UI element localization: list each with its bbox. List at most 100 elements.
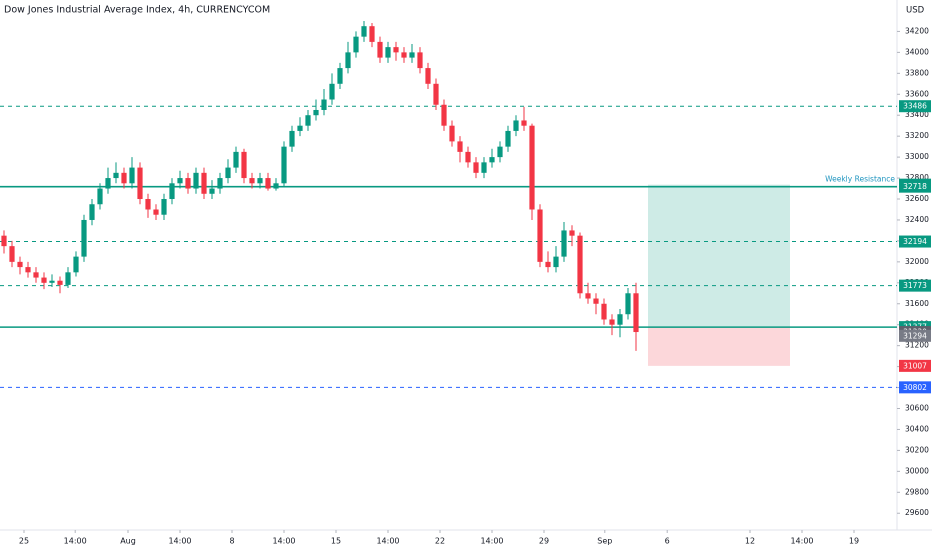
candle-body xyxy=(417,52,423,69)
profit-zone xyxy=(648,184,790,328)
candle-body xyxy=(369,26,375,42)
candle-body xyxy=(201,172,207,194)
y-tick-label: 34200 xyxy=(905,26,929,35)
price-tag xyxy=(899,329,931,342)
y-tick-label: 34000 xyxy=(905,47,929,56)
y-tick-label: 33800 xyxy=(905,68,929,77)
candle-body xyxy=(297,125,303,131)
price-tag-label: 31007 xyxy=(903,361,927,370)
candle-body xyxy=(233,151,239,168)
candle-body xyxy=(321,99,327,110)
y-tick-label: 30600 xyxy=(905,403,929,412)
candle-body xyxy=(273,183,279,189)
candle-body xyxy=(73,256,79,273)
candle-body xyxy=(17,261,23,268)
candle-body xyxy=(521,120,527,126)
candle-body xyxy=(345,52,351,69)
x-tick-label: 25 xyxy=(19,537,29,546)
x-tick-label: 22 xyxy=(435,537,445,546)
candle-body xyxy=(633,293,639,333)
candle-body xyxy=(425,68,431,84)
candle-body xyxy=(529,125,535,210)
candle-body xyxy=(353,36,359,53)
candle-body xyxy=(217,178,223,189)
candle-body xyxy=(625,293,631,315)
price-tag xyxy=(899,180,931,193)
candle-body xyxy=(473,162,479,173)
x-tick-label: 19 xyxy=(849,537,859,546)
level-label: Weekly Resistance xyxy=(825,175,895,184)
candle-body xyxy=(289,130,295,147)
candle-body xyxy=(561,230,567,257)
y-tick-label: 32000 xyxy=(905,257,929,266)
candle-body xyxy=(1,235,7,247)
candle-body xyxy=(257,178,263,184)
x-tick-label: 8 xyxy=(229,537,234,546)
y-tick-label: 29600 xyxy=(905,508,929,517)
candle-body xyxy=(185,178,191,189)
y-tick-label: 31200 xyxy=(905,341,929,350)
candle-body xyxy=(489,157,495,163)
candle-body xyxy=(449,125,455,142)
x-tick-label: 14:00 xyxy=(376,537,399,546)
price-tag xyxy=(899,381,931,394)
price-tag-label: 31773 xyxy=(903,281,927,290)
candle-body xyxy=(33,272,39,278)
y-tick-label: 32600 xyxy=(905,194,929,203)
price-tag xyxy=(899,235,931,248)
x-tick-label: 14:00 xyxy=(480,537,503,546)
candle-body xyxy=(553,256,559,268)
x-tick-label: 15 xyxy=(331,537,341,546)
candle-body xyxy=(441,104,447,126)
candle-body xyxy=(145,199,151,210)
candle-body xyxy=(209,188,215,194)
x-tick-label: 14:00 xyxy=(790,537,813,546)
candle-body xyxy=(97,188,103,205)
candle-body xyxy=(377,41,383,58)
candle-body xyxy=(313,109,319,116)
y-tick-label: 29800 xyxy=(905,487,929,496)
price-tag-label: 32194 xyxy=(903,237,927,246)
candle-body xyxy=(105,178,111,189)
y-tick-label: 33400 xyxy=(905,110,929,119)
candle-body xyxy=(41,277,47,283)
candle-body xyxy=(569,230,575,236)
candle-body xyxy=(329,83,335,100)
candle-body xyxy=(305,115,311,126)
candle-body xyxy=(81,219,87,257)
y-tick-label: 30000 xyxy=(905,466,929,475)
candle-body xyxy=(121,172,127,184)
candle-body xyxy=(481,162,487,173)
x-tick-label: 14:00 xyxy=(272,537,295,546)
candle-body xyxy=(9,246,15,262)
price-tag xyxy=(899,279,931,292)
price-tag-label: 33486 xyxy=(903,102,927,111)
candle-body xyxy=(113,172,119,179)
candle-body xyxy=(153,209,159,215)
candle-body xyxy=(593,298,599,304)
candle-body xyxy=(433,83,439,105)
x-tick-label: 14:00 xyxy=(64,537,87,546)
loss-zone xyxy=(648,327,790,366)
candle-body xyxy=(57,280,63,285)
x-tick-label: 14:00 xyxy=(168,537,191,546)
candle-body xyxy=(161,199,167,215)
y-tick-label: 33000 xyxy=(905,152,929,161)
candle-body xyxy=(249,178,255,184)
candle-body xyxy=(609,319,615,325)
price-tag xyxy=(899,359,931,372)
candle-body xyxy=(337,68,343,84)
price-tag-label: 31294 xyxy=(903,331,927,340)
candle-body xyxy=(177,178,183,184)
candle-body xyxy=(465,151,471,163)
candle-body xyxy=(89,204,95,220)
price-tag-label: 32718 xyxy=(903,182,927,191)
candle-body xyxy=(545,261,551,268)
y-tick-label: 32800 xyxy=(905,173,929,182)
candle-body xyxy=(361,26,367,37)
candle-body xyxy=(385,47,391,58)
candle-body xyxy=(585,293,591,299)
candle-body xyxy=(265,178,271,189)
